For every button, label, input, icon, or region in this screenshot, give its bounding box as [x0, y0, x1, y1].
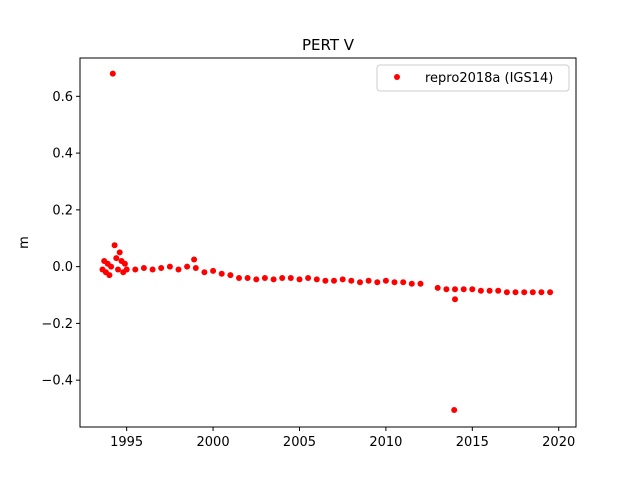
data-point [408, 280, 415, 287]
data-point [331, 277, 337, 284]
axis-ticks: 1995 2000 2005 2010 2015 2020 0.6 0.4 0.2 0.0 −0.2… [41, 90, 575, 450]
x-tick-label: 2020 [542, 435, 575, 450]
data-point [313, 276, 320, 283]
data-point [279, 275, 286, 281]
data-point [261, 275, 268, 281]
legend-box [376, 64, 570, 92]
y-tick-label: −0.4 [41, 374, 73, 389]
data-point [184, 263, 191, 270]
data-point [469, 286, 476, 293]
y-tick-label: −0.2 [41, 317, 73, 332]
chart-title: PERT V [302, 36, 355, 54]
data-point [382, 277, 389, 284]
data-point [512, 289, 519, 296]
data-point [374, 279, 381, 286]
data-point [140, 265, 147, 271]
data-point [149, 266, 156, 273]
data-point [123, 266, 130, 273]
data-point [270, 276, 277, 283]
data-point [116, 249, 123, 256]
y-tick-label: 0.2 [52, 203, 73, 218]
data-points [99, 70, 554, 413]
data-point [443, 286, 450, 293]
y-tick-label: 0.4 [52, 147, 73, 162]
data-point [121, 260, 128, 267]
data-point [495, 287, 502, 294]
data-point [111, 242, 118, 249]
data-point [218, 270, 225, 277]
data-point [192, 265, 199, 271]
data-point [391, 279, 398, 286]
data-point [339, 276, 346, 283]
data-point [434, 284, 441, 291]
data-point [486, 287, 493, 294]
data-point [253, 276, 260, 283]
y-axis-label: m [17, 236, 32, 249]
data-point [236, 275, 242, 281]
data-point [244, 275, 251, 281]
x-tick-label: 2015 [456, 435, 489, 450]
data-point [106, 272, 113, 279]
data-point [175, 266, 182, 273]
data-point [227, 272, 234, 279]
data-point [529, 289, 536, 296]
data-point [417, 280, 424, 287]
data-point [113, 255, 120, 262]
data-point [451, 407, 458, 413]
data-point [452, 286, 458, 293]
y-tick-label: 0.0 [52, 260, 73, 275]
data-point [547, 289, 554, 296]
data-point [108, 263, 115, 270]
data-point [191, 256, 198, 263]
legend-label: repro2018a (IGS14) [425, 71, 553, 86]
data-point [132, 266, 139, 273]
data-point [201, 269, 208, 276]
data-point [365, 277, 372, 284]
legend-marker [394, 74, 400, 80]
data-point [477, 287, 484, 294]
data-point [166, 263, 173, 270]
legend: repro2018a (IGS14) [376, 64, 570, 92]
x-tick-label: 2000 [197, 435, 230, 450]
data-point [460, 286, 467, 293]
data-point [305, 275, 312, 281]
data-point [400, 279, 407, 286]
data-point [109, 70, 116, 77]
y-tick-label: 0.6 [52, 90, 73, 105]
plot-frame [79, 57, 577, 428]
x-tick-label: 2010 [369, 435, 402, 450]
data-point [452, 296, 458, 303]
data-point [158, 265, 165, 271]
data-point [322, 277, 329, 284]
data-point [296, 276, 303, 283]
data-point [115, 266, 121, 273]
data-point [287, 275, 294, 281]
data-point [357, 279, 363, 286]
data-point [521, 289, 528, 296]
data-point [348, 277, 355, 284]
x-tick-label: 2005 [283, 435, 316, 450]
data-point [538, 289, 545, 296]
data-point [210, 267, 217, 274]
data-point [503, 289, 510, 296]
x-tick-label: 1995 [110, 435, 143, 450]
